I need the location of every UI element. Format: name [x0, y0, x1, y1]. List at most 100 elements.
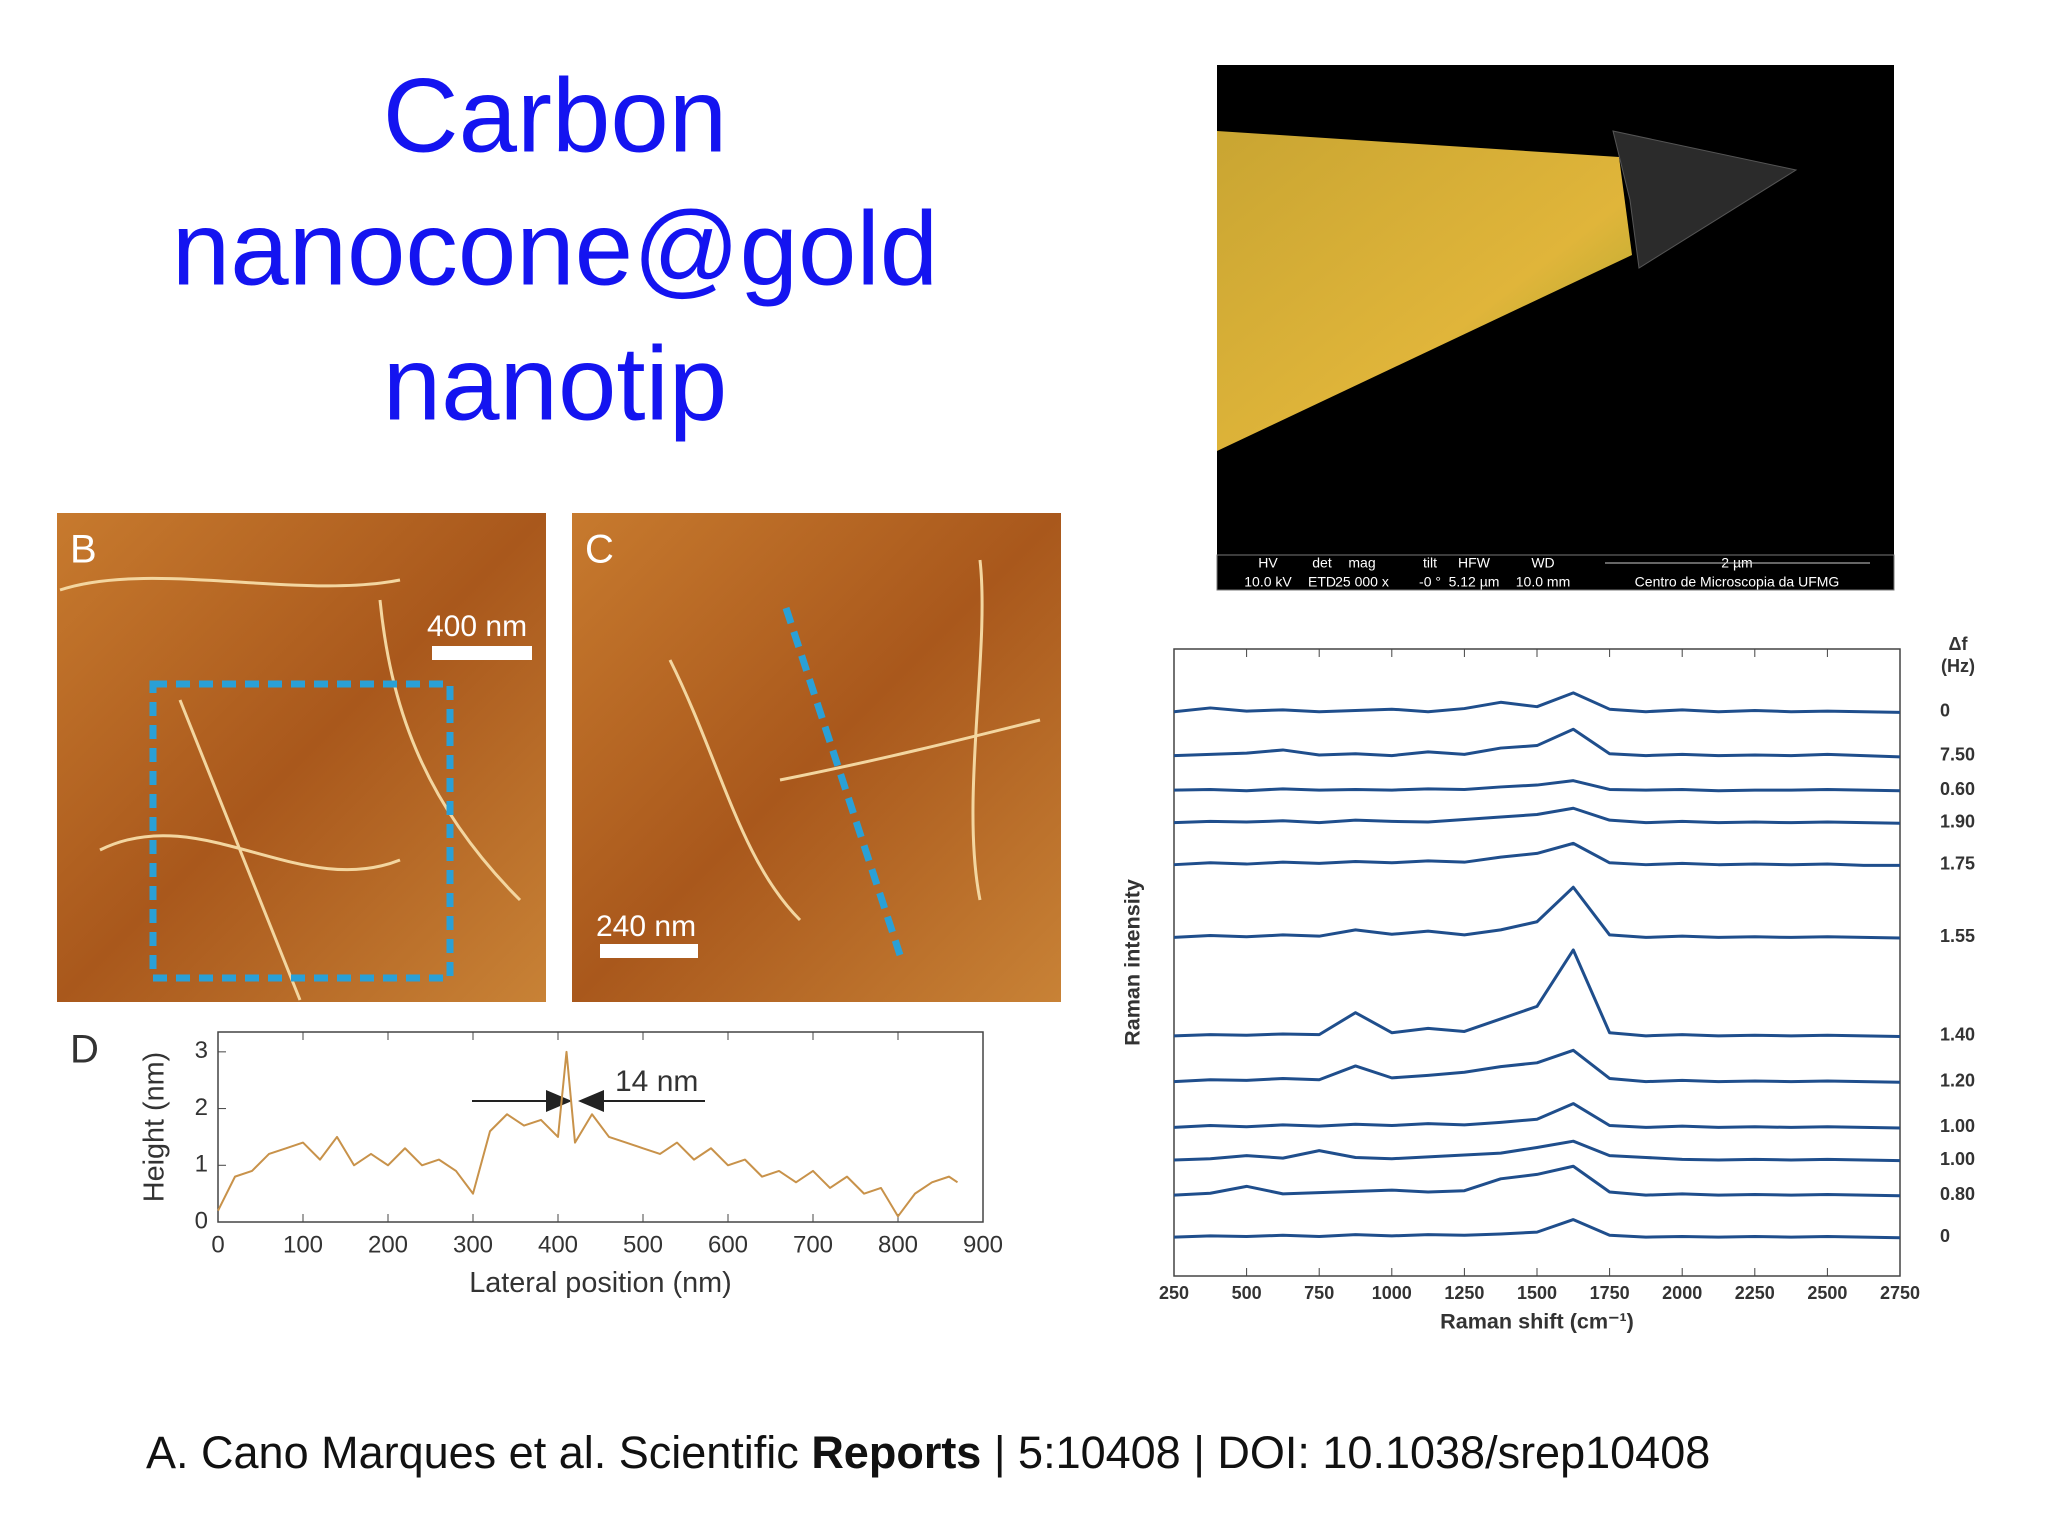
chart: 250 500 750 1000 1250 1500 1750 2000 2250 2500 275…: [1120, 634, 1975, 1334]
x-tick-label: 1000: [1372, 1283, 1412, 1303]
y-axis-label: Height (nm): [139, 1052, 171, 1202]
data-line: [1173, 1164, 1901, 1198]
x-tick-label: 2750: [1880, 1283, 1920, 1303]
sem-info-text: ETD: [1308, 574, 1336, 590]
legend-label: 0: [1940, 1226, 1950, 1246]
sem-info-text: 10.0 kV: [1244, 574, 1292, 590]
legend-label: 1.75: [1940, 853, 1975, 873]
sem-info-text: det: [1312, 555, 1332, 571]
x-tick-label: 400: [538, 1231, 578, 1258]
data-line: [1173, 1102, 1901, 1130]
legend-label: 0: [1940, 700, 1950, 720]
x-tick-label: 2000: [1662, 1283, 1702, 1303]
x-tick-label: 900: [963, 1231, 1003, 1258]
afm-image-b: B 400 nm: [57, 513, 546, 1002]
x-tick-label: 600: [708, 1231, 748, 1258]
y-tick-label: 0: [195, 1207, 208, 1234]
citation-text: | 5:10408 | DOI: 10.1038/srep10408: [981, 1427, 1710, 1478]
afm-image-c: C 240 nm: [572, 513, 1061, 1002]
legend-label: 1.00: [1940, 1149, 1975, 1169]
x-tick-label: 800: [878, 1231, 918, 1258]
chart: 0 100 200 300 400 500 600 700 800 900 0 1 2 3 Lateral …: [70, 1028, 1003, 1299]
sem-info-text: -0 °: [1419, 574, 1441, 590]
x-tick-label: 700: [793, 1231, 833, 1258]
x-tick-label: 1500: [1517, 1283, 1557, 1303]
profile-line: [782, 606, 904, 957]
charts: 0 100 200 300 400 500 600 700 800 900 0 1 2 3 Lateral …: [70, 634, 1975, 1334]
nanotube-trace: [668, 559, 1041, 922]
title-line: nanotip: [383, 326, 727, 443]
sem-info-text: 5.12 µm: [1449, 574, 1500, 590]
legend-label: 0.80: [1940, 1184, 1975, 1204]
title-line: Carbon: [383, 58, 727, 175]
plot-frame: [217, 1031, 984, 1223]
sem-info-text: Centro de Microscopia da UFMG: [1635, 574, 1840, 590]
carbon-tip: [1612, 130, 1798, 269]
panel-label: D: [70, 1028, 99, 1072]
sem-info-bar: [1216, 554, 1895, 591]
data-line: [1173, 806, 1901, 825]
title: Carbon nanocone@gold nanotip: [172, 58, 938, 443]
sem-info-text: 10.0 mm: [1516, 574, 1570, 590]
y-tick-label: 3: [195, 1037, 208, 1064]
arrows: [472, 1090, 705, 1112]
legend-label: 1.20: [1940, 1070, 1975, 1090]
x-tick-label: 0: [211, 1231, 224, 1258]
afm-image: [572, 513, 1061, 1002]
gold-cone: [1217, 131, 1632, 451]
sem-info-text: WD: [1531, 555, 1554, 571]
data-line: [217, 1050, 959, 1218]
scale-label: 400 nm: [427, 610, 527, 643]
x-tick-label: 2500: [1807, 1283, 1847, 1303]
x-tick-label: 750: [1304, 1283, 1334, 1303]
scale-bar: [432, 646, 532, 660]
sem-info-text: HFW: [1458, 555, 1491, 571]
scale-bar: [600, 944, 698, 958]
sem-info-text: HV: [1258, 555, 1278, 571]
legend-label: 1.90: [1940, 811, 1975, 831]
nanotube-trace: [59, 576, 522, 1001]
x-axis-label: Lateral position (nm): [469, 1267, 732, 1299]
title-line: nanocone@gold: [172, 191, 938, 308]
data-line: [1173, 779, 1901, 793]
x-axis-label: Raman shift (cm⁻¹): [1440, 1309, 1634, 1334]
legend-title: Δf: [1949, 634, 1969, 654]
x-tick-label: 200: [368, 1231, 408, 1258]
legend-label: 1.55: [1940, 926, 1975, 946]
citation-text: A. Cano Marques et al. Scientific: [146, 1427, 811, 1478]
x-tick-label: 1250: [1444, 1283, 1484, 1303]
legend-label: 1.00: [1940, 1116, 1975, 1136]
data-line: [1173, 1139, 1901, 1163]
data-line: [1173, 948, 1901, 1038]
y-axis-label: Raman intensity: [1120, 879, 1145, 1046]
legend-label: 0.60: [1940, 779, 1975, 799]
scale-label: 240 nm: [596, 910, 696, 943]
annotation: 14 nm: [615, 1065, 698, 1098]
sem-info-text: 25 000 x: [1335, 574, 1389, 590]
legend-label: 7.50: [1940, 744, 1975, 764]
data-line: [1173, 841, 1900, 867]
data-line: [1173, 1218, 1901, 1240]
x-tick-label: 250: [1159, 1283, 1189, 1303]
x-tick-label: 300: [453, 1231, 493, 1258]
sem-info-text: mag: [1348, 555, 1375, 571]
sem-image: HV det mag tilt HFW WD 10.0 kV ETD 25 000 x -0 ° 5…: [1216, 65, 1895, 591]
y-tick-label: 2: [195, 1094, 208, 1121]
citation-journal: Reports: [811, 1427, 981, 1478]
panel-label: B: [70, 528, 97, 572]
data-line: [1173, 691, 1901, 714]
afm-image: [57, 513, 546, 1002]
selection-box: [149, 680, 454, 982]
x-tick-label: 100: [283, 1231, 323, 1258]
x-tick-label: 500: [1232, 1283, 1262, 1303]
y-tick-label: 1: [195, 1151, 208, 1178]
citation: A. Cano Marques et al. Scientific Report…: [146, 1427, 1710, 1478]
x-tick-label: 1750: [1590, 1283, 1630, 1303]
legend-unit: (Hz): [1941, 656, 1975, 676]
panel-label: C: [585, 528, 614, 572]
legend-label: 1.40: [1940, 1025, 1975, 1045]
data-line: [1173, 727, 1901, 759]
x-tick-label: 2250: [1735, 1283, 1775, 1303]
